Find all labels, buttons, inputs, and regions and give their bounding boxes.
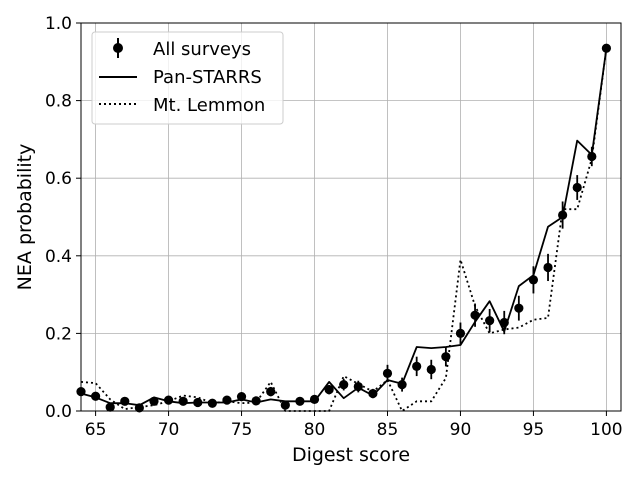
y-tick-label: 1.0	[45, 14, 72, 34]
legend-label-pan-starrs: Pan-STARRS	[153, 67, 262, 88]
series-line-pan-starrs	[80, 48, 608, 407]
data-point	[514, 303, 524, 313]
data-point	[572, 182, 582, 193]
x-tick-label: 100	[590, 420, 622, 440]
data-point	[382, 368, 393, 378]
data-point	[455, 328, 466, 338]
plot-frame	[80, 22, 622, 412]
x-tick-label: 95	[523, 420, 545, 440]
data-point	[368, 388, 378, 399]
data-point	[324, 385, 334, 395]
data-point	[178, 396, 188, 406]
legend-label-all-surveys: All surveys	[153, 39, 251, 60]
legend-point-marker	[113, 43, 123, 53]
data-point	[339, 380, 349, 390]
x-tick-label: 65	[85, 420, 107, 440]
y-tick-label: 0.0	[45, 402, 72, 422]
data-point	[426, 364, 436, 375]
data-point	[266, 387, 276, 397]
y-tick-label: 0.4	[45, 247, 72, 267]
data-point	[587, 151, 597, 162]
data-point	[441, 352, 451, 362]
x-axis-title: Digest score	[292, 444, 410, 466]
y-tick-label: 0.6	[45, 169, 72, 189]
data-point	[543, 262, 553, 273]
y-tick-label: 0.2	[45, 324, 72, 344]
data-point	[236, 392, 247, 402]
x-tick-label: 70	[158, 420, 180, 440]
data-point	[485, 315, 495, 326]
data-point	[105, 402, 115, 412]
legend-box	[91, 31, 284, 125]
data-point	[280, 400, 290, 410]
axis-ticks: 65 70 75 80 85 90 95 100 0.0 0.2 0.4 0.6 0.8 1.0	[45, 14, 623, 440]
legend-label-mt-lemmon: Mt. Lemmon	[153, 95, 265, 116]
plot-series	[76, 43, 612, 413]
y-axis-title: NEA probability	[14, 144, 36, 291]
legend: All surveys Pan-STARRS Mt. Lemmon	[91, 31, 284, 125]
x-tick-label: 90	[450, 420, 472, 440]
x-tick-label: 75	[231, 420, 253, 440]
data-point	[412, 361, 422, 371]
y-tick-label: 0.8	[45, 92, 72, 112]
x-tick-label: 85	[377, 420, 399, 440]
x-tick-label: 80	[304, 420, 326, 440]
